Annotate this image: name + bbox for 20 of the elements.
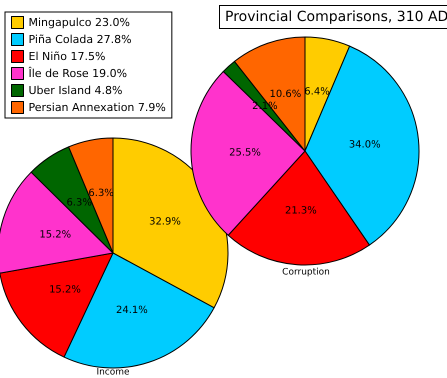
data-label: 15.2% xyxy=(49,284,81,296)
data-label: 21.3% xyxy=(284,205,317,216)
data-label: 6.3% xyxy=(66,197,92,208)
text: Corruption xyxy=(282,268,330,278)
data-label: 32.9% xyxy=(149,216,181,228)
text: Income xyxy=(96,368,130,378)
legend-label: Uber Island 4.8% xyxy=(28,84,122,97)
data-label: 24.1% xyxy=(116,304,148,316)
legend-label: Île de Rose 19.0% xyxy=(28,66,128,80)
data-label: 25.5% xyxy=(229,147,261,158)
legend-label: Piña Colada 27.8% xyxy=(28,33,132,46)
data-label: 2.1% xyxy=(252,100,278,112)
data-label: 15.2% xyxy=(39,230,72,241)
legend-label: El Niño 17.5% xyxy=(28,50,106,63)
data-label: 10.6% xyxy=(269,88,302,100)
data-label: 34.0% xyxy=(348,140,381,151)
legend-label: Mingapulco 23.0% xyxy=(28,16,130,29)
data-label: 6.4% xyxy=(304,86,330,98)
data-label: 6.3% xyxy=(88,188,114,200)
legend-label: Persian Annexation 7.9% xyxy=(28,101,166,114)
